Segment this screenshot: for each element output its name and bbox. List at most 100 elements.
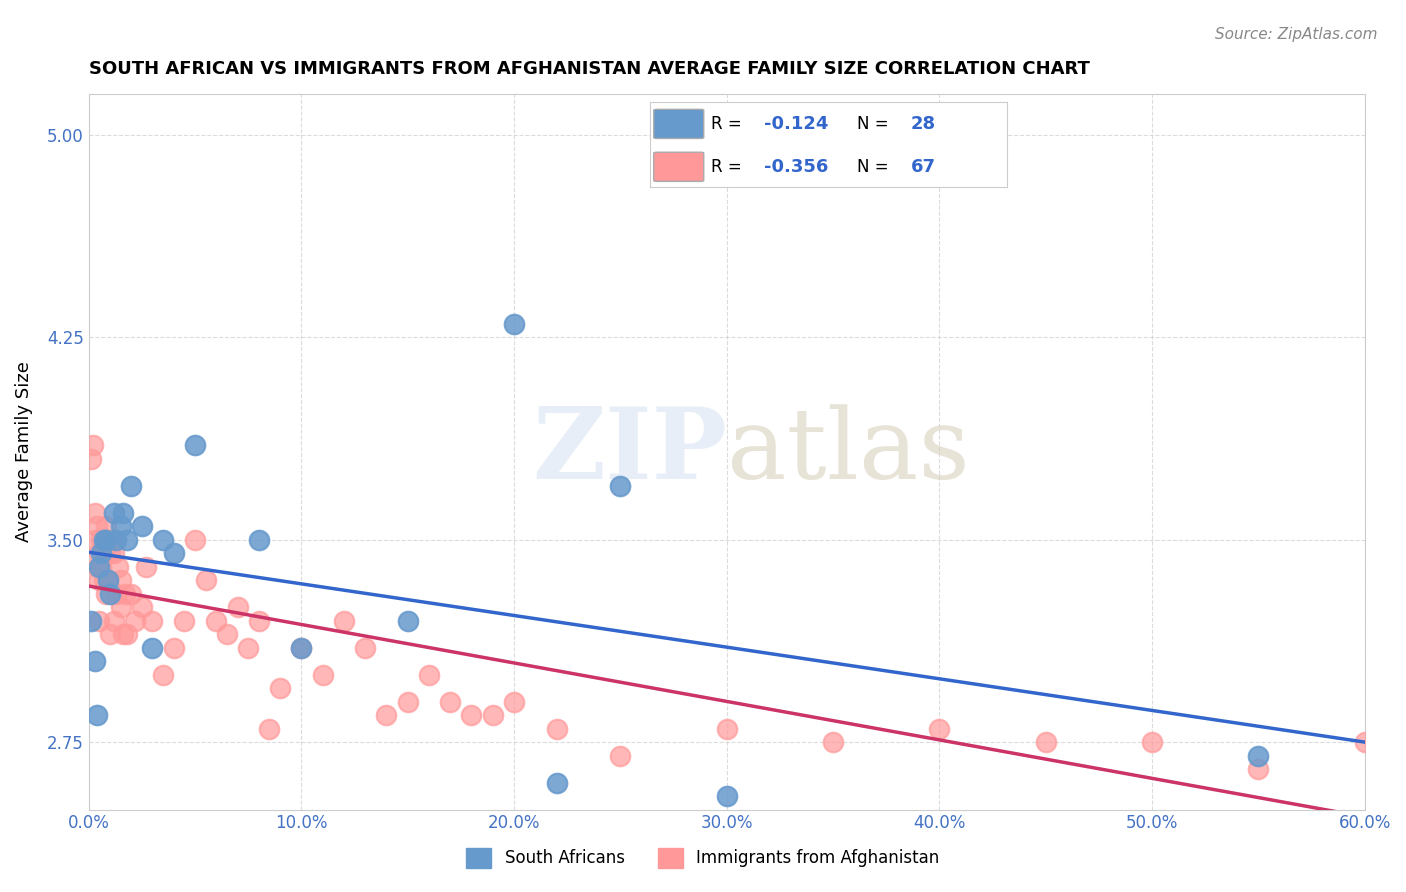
Point [823, 735, 845, 749]
Point [259, 722, 281, 736]
Point [97, 573, 120, 587]
Point [1247, 762, 1270, 776]
Point [98, 587, 121, 601]
Point [269, 681, 291, 695]
Point [80, 451, 103, 466]
Point [194, 573, 217, 587]
Text: Source: ZipAtlas.com: Source: ZipAtlas.com [1215, 27, 1378, 42]
Point [460, 708, 482, 723]
Point [115, 533, 138, 547]
Point [90, 559, 112, 574]
Point [1140, 735, 1163, 749]
Point [215, 627, 238, 641]
Point [141, 614, 163, 628]
Point [290, 640, 312, 655]
Point [89, 573, 111, 587]
Point [418, 667, 440, 681]
Point [103, 614, 125, 628]
Point [105, 587, 128, 601]
Point [84, 654, 107, 668]
Point [105, 533, 128, 547]
Point [111, 506, 134, 520]
Point [97, 533, 120, 547]
Point [103, 546, 125, 560]
Point [375, 708, 398, 723]
Point [94, 533, 117, 547]
Point [928, 722, 950, 736]
Point [609, 479, 631, 493]
Point [114, 587, 136, 601]
Point [93, 533, 115, 547]
Point [173, 614, 195, 628]
Point [546, 722, 568, 736]
Point [93, 573, 115, 587]
Point [131, 600, 153, 615]
Point [396, 695, 419, 709]
Point [546, 775, 568, 789]
Point [396, 614, 419, 628]
Point [103, 506, 125, 520]
Point [97, 573, 120, 587]
Point [333, 614, 356, 628]
Point [163, 640, 186, 655]
Point [110, 600, 132, 615]
Point [609, 748, 631, 763]
Point [141, 640, 163, 655]
Point [152, 533, 174, 547]
Point [101, 533, 124, 547]
Point [110, 519, 132, 533]
Point [84, 506, 107, 520]
Point [716, 722, 738, 736]
Point [184, 533, 207, 547]
Point [503, 695, 526, 709]
Point [481, 708, 503, 723]
Point [163, 546, 186, 560]
Point [152, 667, 174, 681]
Text: SOUTH AFRICAN VS IMMIGRANTS FROM AFGHANISTAN AVERAGE FAMILY SIZE CORRELATION CHA: SOUTH AFRICAN VS IMMIGRANTS FROM AFGHANI… [89, 60, 1090, 78]
Legend: South Africans, Immigrants from Afghanistan: South Africans, Immigrants from Afghanis… [460, 841, 946, 875]
Point [247, 614, 270, 628]
Point [131, 519, 153, 533]
Point [1247, 748, 1270, 763]
Point [94, 587, 117, 601]
Point [89, 614, 111, 628]
Point [111, 627, 134, 641]
Point [110, 573, 132, 587]
Point [120, 587, 142, 601]
Point [184, 438, 207, 452]
Point [94, 519, 117, 533]
Point [124, 614, 146, 628]
Point [503, 317, 526, 331]
Point [86, 708, 108, 723]
Point [247, 533, 270, 547]
Point [90, 533, 112, 547]
Point [290, 640, 312, 655]
Point [205, 614, 228, 628]
Point [1035, 735, 1057, 749]
Point [89, 546, 111, 560]
Point [80, 614, 103, 628]
Point [135, 559, 157, 574]
Point [439, 695, 461, 709]
Point [89, 559, 111, 574]
Point [115, 627, 138, 641]
Point [93, 546, 115, 560]
Text: atlas: atlas [727, 404, 970, 500]
Point [311, 667, 333, 681]
Point [716, 789, 738, 803]
Point [84, 533, 107, 547]
Point [120, 479, 142, 493]
Point [86, 519, 108, 533]
Point [86, 559, 108, 574]
Point [98, 546, 121, 560]
Point [226, 600, 249, 615]
Point [90, 546, 112, 560]
Point [98, 627, 121, 641]
Point [354, 640, 377, 655]
Point [107, 559, 129, 574]
Y-axis label: Average Family Size: Average Family Size [15, 361, 32, 542]
Point [1354, 735, 1376, 749]
Point [82, 438, 104, 452]
Point [236, 640, 259, 655]
Text: ZIP: ZIP [531, 403, 727, 500]
